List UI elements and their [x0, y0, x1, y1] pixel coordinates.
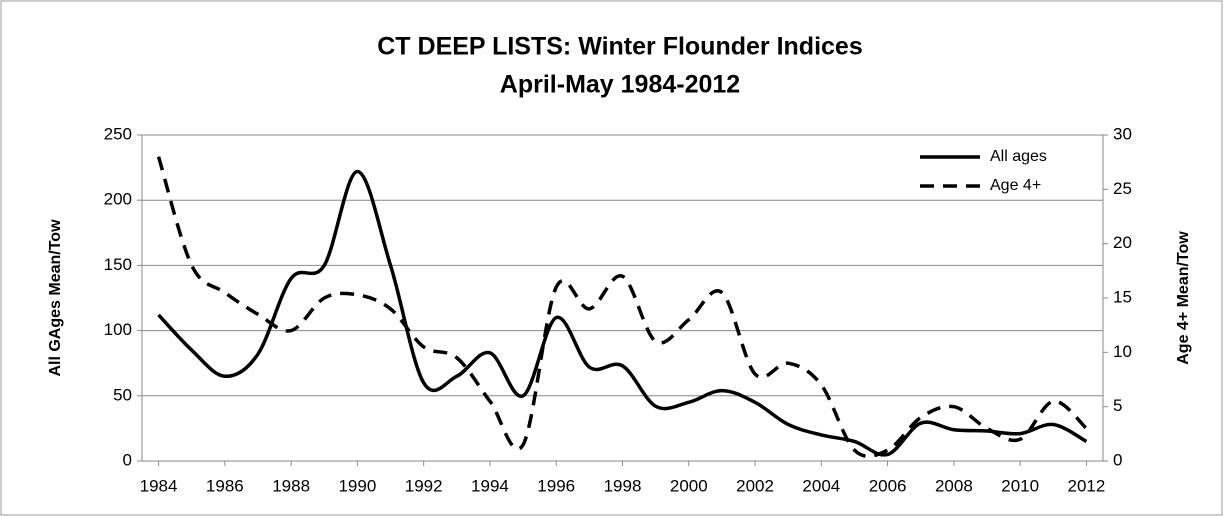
y2-tick-label: 25 — [1113, 179, 1132, 198]
y2-tick-label: 0 — [1113, 450, 1122, 469]
x-tick-label: 2006 — [869, 476, 907, 495]
y-tick-label: 150 — [104, 255, 132, 274]
x-tick-label: 2012 — [1068, 476, 1106, 495]
x-tick-label: 2004 — [802, 476, 840, 495]
y2-tick-label: 20 — [1113, 233, 1132, 252]
x-tick-label: 2002 — [736, 476, 774, 495]
legend-label: Age 4+ — [990, 177, 1041, 194]
y-tick-label: 50 — [113, 385, 132, 404]
y2-tick-label: 30 — [1113, 124, 1132, 143]
y-tick-label: 0 — [123, 450, 132, 469]
x-tick-label: 1988 — [272, 476, 310, 495]
chart-title: CT DEEP LISTS: Winter Flounder Indices — [377, 33, 862, 61]
series-line — [157, 169, 1088, 457]
y2-tick-label: 15 — [1113, 287, 1132, 306]
x-tick-label: 1990 — [338, 476, 376, 495]
y2-tick-label: 5 — [1113, 396, 1122, 415]
y-tick-label: 200 — [104, 190, 132, 209]
x-tick-label: 1998 — [604, 476, 642, 495]
y-axis-title: All GAges Mean/Tow — [47, 219, 64, 377]
x-tick-label: 1984 — [140, 476, 178, 495]
y2-axis-title: Age 4+ Mean/Tow — [1175, 231, 1192, 365]
series-line — [156, 156, 1088, 459]
x-tick-label: 1986 — [206, 476, 244, 495]
y2-tick-label: 10 — [1113, 342, 1132, 361]
legend-label: All ages — [990, 148, 1047, 165]
y-tick-label: 100 — [104, 320, 132, 339]
x-tick-label: 2000 — [670, 476, 708, 495]
x-tick-label: 1994 — [471, 476, 509, 495]
x-tick-label: 2008 — [935, 476, 973, 495]
x-tick-label: 2010 — [1001, 476, 1039, 495]
x-tick-label: 1992 — [405, 476, 443, 495]
y-tick-label: 250 — [104, 124, 132, 143]
chart-subtitle: April-May 1984-2012 — [500, 71, 740, 99]
x-tick-label: 1996 — [537, 476, 575, 495]
